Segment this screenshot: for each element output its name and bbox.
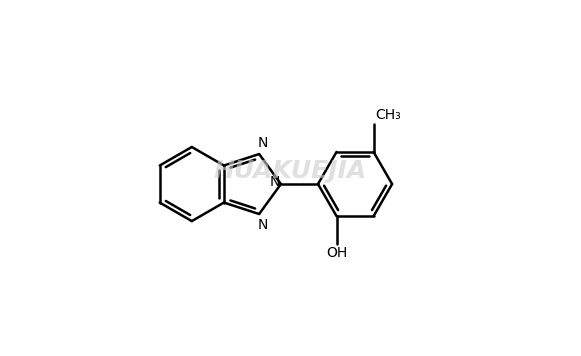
Text: N: N [257, 218, 268, 232]
Text: OH: OH [326, 246, 347, 260]
Text: N: N [257, 136, 268, 150]
Text: HUAKUEJIA: HUAKUEJIA [214, 159, 367, 183]
Text: N: N [270, 176, 279, 189]
Text: CH₃: CH₃ [375, 108, 401, 122]
